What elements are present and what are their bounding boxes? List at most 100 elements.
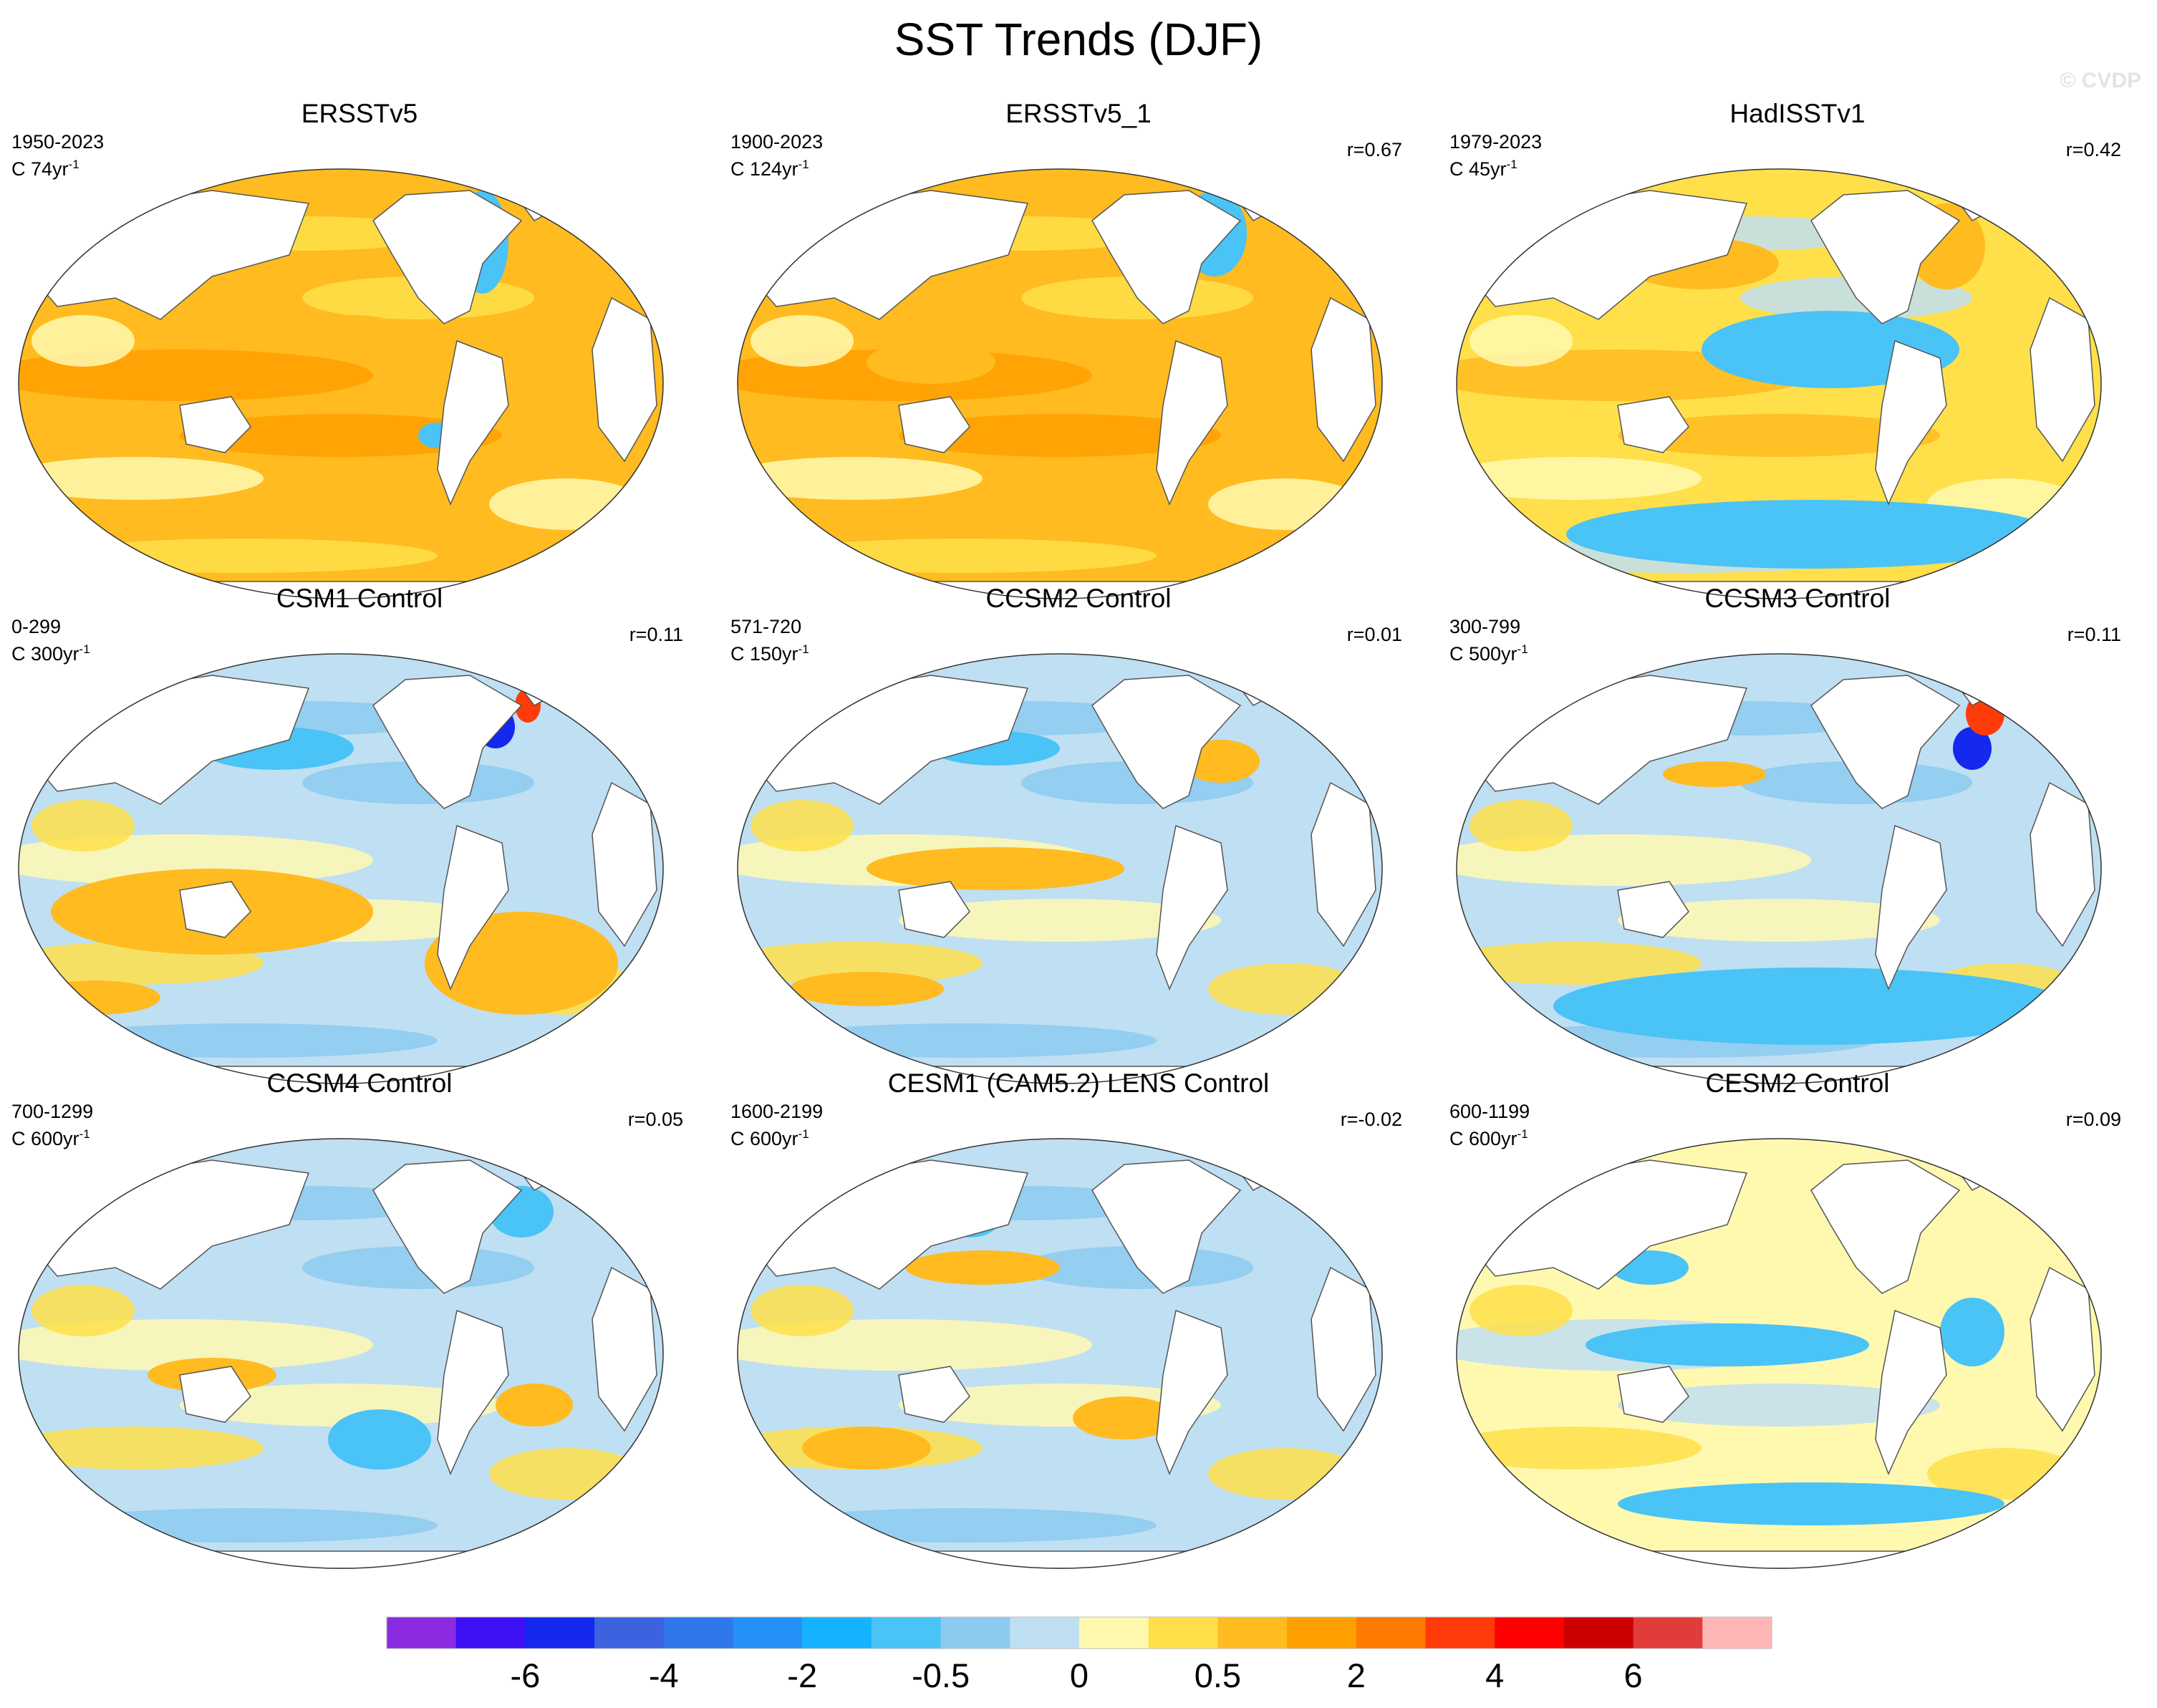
map-panel: ERSSTv5 1950-2023 C 74yr-1 [0,99,719,599]
colorbar-tick-label: -4 [648,1656,679,1694]
panel-length: C 74yr-1 [11,153,104,180]
panel-length: C 124yr-1 [730,153,823,180]
map-panel: ERSSTv5_1 1900-2023 C 124yr-1 r=0.67 [719,99,1438,599]
colorbar-swatch [594,1617,665,1649]
panel-period: 700-1299 [11,1101,94,1122]
map-panel: CESM1 (CAM5.2) LENS Control 1600-2199 C 60… [719,1068,1438,1569]
figure-title: SST Trends (DJF) [894,14,1263,65]
world-map [1456,1138,2102,1569]
world-map [737,1138,1383,1569]
world-map [737,168,1383,599]
panel-length-exponent: -1 [1517,642,1528,656]
panel-correlation: r=0.42 [2065,139,2121,160]
panel-title: CCSM2 Control [985,584,1172,613]
world-map [18,653,664,1084]
panel-title: CCSM3 Control [1704,584,1891,613]
colorbar-swatch [733,1617,803,1649]
panel-info: 1950-2023 C 74yr-1 [11,130,104,180]
panel-correlation: r=0.09 [2065,1109,2121,1130]
colorbar-swatch [455,1617,526,1649]
map-panel: HadISSTv1 1979-2023 C 45yr-1 r=0.42 [1438,99,2157,599]
colorbar-swatch [871,1617,942,1649]
colorbar-tick-label: 6 [1623,1656,1643,1694]
colorbar-swatch [1356,1617,1426,1649]
panel-correlation: r=0.11 [629,624,683,645]
panel-length-text: C 600yr [1449,1128,1517,1149]
panel-length: C 600yr-1 [730,1123,823,1150]
panel-period: 1900-2023 [730,131,824,153]
panel-length-text: C 45yr [1449,158,1507,180]
panel-length-text: C 150yr [730,643,798,665]
panel-title: CSM1 Control [276,584,443,613]
panel-correlation: r=0.67 [1346,139,1402,160]
map-panel: CCSM4 Control 700-1299 C 600yr-1 r=0.05 [0,1068,719,1569]
panel-length-exponent: -1 [79,642,90,656]
panel-period: 0-299 [11,616,62,637]
colorbar-swatch [387,1617,457,1649]
map-panel: CCSM2 Control 571-720 C 150yr-1 r=0.01 [719,584,1438,1084]
panel-length-text: C 300yr [11,643,79,665]
panel-length-exponent: -1 [798,642,809,656]
panel-title: ERSSTv5 [301,99,418,128]
colorbar-tick-label: 4 [1485,1656,1505,1694]
panel-period: 1950-2023 [11,131,105,153]
colorbar-swatch [1495,1617,1565,1649]
world-map [1456,653,2102,1084]
panel-length-text: C 600yr [11,1128,79,1149]
world-map [737,653,1383,1084]
colorbar-swatch [1079,1617,1149,1649]
colorbar-tick-label: 0.5 [1194,1656,1242,1694]
panel-title: CESM1 (CAM5.2) LENS Control [887,1068,1270,1098]
colorbar-swatch [1633,1617,1703,1649]
world-map [18,168,664,599]
world-map [1456,168,2102,599]
panel-length-exponent: -1 [68,158,79,171]
panel-length: C 300yr-1 [11,638,90,665]
panel-title: CCSM4 Control [266,1068,453,1098]
panel-length: C 45yr-1 [1449,153,1542,180]
map-panel: CCSM3 Control 300-799 C 500yr-1 r=0.11 [1438,584,2157,1084]
colorbar-swatch [940,1617,1010,1649]
colorbar-tick-label: -6 [510,1656,541,1694]
panel-length-exponent: -1 [1517,1127,1528,1141]
colorbar-swatch [1287,1617,1357,1649]
panel-title: CESM2 Control [1705,1068,1890,1098]
colorbar-swatch [802,1617,872,1649]
colorbar-tick-label: -0.5 [912,1656,970,1694]
panel-info: 300-799 C 500yr-1 [1449,615,1528,665]
colorbar-tick-label: 0 [1069,1656,1089,1694]
panel-info: 1979-2023 C 45yr-1 [1449,130,1542,180]
panel-info: 1600-2199 C 600yr-1 [730,1100,823,1150]
panel-length-exponent: -1 [1506,158,1517,171]
panel-length-text: C 74yr [11,158,69,180]
panel-info: 1900-2023 C 124yr-1 [730,130,823,180]
world-map [18,1138,664,1569]
panel-correlation: r=0.05 [627,1109,683,1130]
panel-info: 600-1199 C 600yr-1 [1449,1100,1530,1150]
panel-length: C 600yr-1 [11,1123,93,1150]
colorbar-swatch [1148,1617,1218,1649]
map-panel: CSM1 Control 0-299 C 300yr-1 r=0.11 [0,584,719,1084]
panel-period: 1979-2023 [1449,131,1543,153]
colorbar-swatch [1425,1617,1495,1649]
panel-correlation: r=0.11 [2067,624,2121,645]
panel-length-text: C 124yr [730,158,798,180]
panel-length: C 600yr-1 [1449,1123,1530,1150]
panel-length-exponent: -1 [79,1127,90,1141]
panel-period: 1600-2199 [730,1101,824,1122]
panel-period: 300-799 [1449,616,1521,637]
colorbar-swatch [525,1617,595,1649]
colorbar-swatch [1563,1617,1634,1649]
panel-length-text: C 600yr [730,1128,798,1149]
panel-period: 571-720 [730,616,802,637]
panel-length: C 150yr-1 [730,638,809,665]
colorbar-tick-label: -2 [787,1656,818,1694]
panel-period: 600-1199 [1449,1101,1530,1122]
panel-length: C 500yr-1 [1449,638,1528,665]
panel-length-exponent: -1 [798,1127,809,1141]
panel-info: 0-299 C 300yr-1 [11,615,90,665]
colorbar-swatch [1217,1617,1288,1649]
panel-length-text: C 500yr [1449,643,1517,665]
panel-length-exponent: -1 [798,158,809,171]
colorbar-swatch [663,1617,733,1649]
